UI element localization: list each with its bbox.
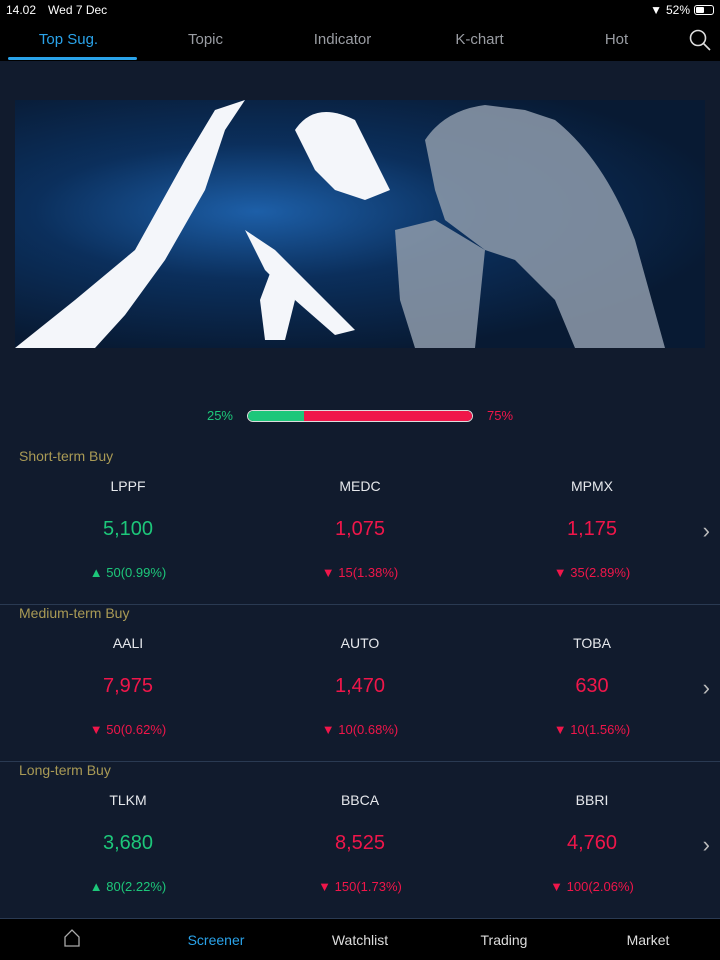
nav-home[interactable]: [0, 929, 144, 950]
bull-bear-banner: [15, 100, 705, 348]
arrow-down-icon: ▼: [553, 565, 567, 580]
arrow-down-icon: ▼: [321, 565, 335, 580]
chevron-right-icon[interactable]: ›: [702, 675, 710, 700]
ratio-bar: [247, 409, 473, 422]
stock-price: 7,975: [102, 675, 154, 697]
bull-bear-ratio: 25% 75%: [0, 408, 720, 423]
stock-symbol: MPMX: [571, 478, 613, 494]
bottom-nav: Screener Watchlist Trading Market: [0, 919, 720, 960]
status-date: Wed 7 Dec: [48, 3, 108, 17]
stock-symbol: BBRI: [575, 792, 609, 808]
search-icon[interactable]: [688, 28, 712, 52]
stock-change: 100(2.06%): [566, 879, 634, 894]
stock-card[interactable]: MPMX 1,175 ▼ 35(2.89%): [476, 478, 708, 580]
stock-card[interactable]: TOBA 630 ▼ 10(1.56%): [476, 635, 708, 737]
section-title: Long-term Buy: [19, 762, 111, 778]
arrow-down-icon: ▼: [553, 722, 567, 737]
stock-symbol: TOBA: [573, 635, 611, 651]
status-bar: 14.02 Wed 7 Dec ▼ 52%: [0, 0, 720, 20]
stock-symbol: BBCA: [340, 792, 380, 808]
stock-change: 150(1.73%): [334, 879, 402, 894]
stock-symbol: TLKM: [109, 792, 147, 808]
arrow-down-icon: ▼: [318, 879, 332, 894]
home-icon: [64, 929, 80, 947]
tab-indicator[interactable]: Indicator: [313, 31, 372, 48]
nav-market[interactable]: Market: [626, 931, 670, 948]
stock-symbol: AALI: [112, 635, 144, 651]
stock-card[interactable]: BBRI 4,760 ▼ 100(2.06%): [476, 792, 708, 894]
status-time: 14.02: [6, 3, 37, 17]
stock-card[interactable]: AUTO 1,470 ▼ 10(0.68%): [244, 635, 476, 737]
stock-price: 4,760: [566, 832, 618, 854]
stock-price: 8,525: [334, 832, 386, 854]
stock-card[interactable]: TLKM 3,680 ▲ 80(2.22%): [12, 792, 244, 894]
stock-card[interactable]: MEDC 1,075 ▼ 15(1.38%): [244, 478, 476, 580]
stock-change: 35(2.89%): [570, 565, 631, 580]
stock-card[interactable]: BBCA 8,525 ▼ 150(1.73%): [244, 792, 476, 894]
battery-percent: 52%: [665, 3, 690, 17]
tab-top-sug[interactable]: Top Sug.: [0, 20, 137, 61]
bull-illustration: [15, 100, 390, 348]
arrow-up-icon: ▲: [89, 565, 103, 580]
stock-symbol: MEDC: [339, 478, 381, 494]
nav-trading[interactable]: Trading: [480, 931, 528, 948]
tab-hot[interactable]: Hot: [604, 31, 629, 48]
stock-price: 1,470: [334, 675, 386, 697]
chevron-right-icon[interactable]: ›: [702, 518, 710, 543]
top-tabs: Top Sug. Topic Indicator K-chart Hot: [0, 20, 720, 61]
section-short-term-buy: Short-term Buy LPPF 5,100 ▲ 50(0.99%) ME…: [0, 448, 720, 605]
stock-price: 3,680: [102, 832, 154, 854]
arrow-down-icon: ▼: [89, 722, 103, 737]
stock-price: 5,100: [102, 518, 154, 540]
tab-k-chart[interactable]: K-chart: [455, 31, 504, 48]
nav-watchlist[interactable]: Watchlist: [331, 931, 389, 948]
stock-change: 15(1.38%): [338, 565, 399, 580]
bear-fill: [304, 410, 472, 421]
section-title: Medium-term Buy: [19, 605, 130, 621]
stock-symbol: AUTO: [340, 635, 380, 651]
stock-change: 50(0.62%): [106, 722, 167, 737]
bull-fill: [248, 410, 304, 421]
nav-screener[interactable]: Screener: [187, 931, 245, 948]
section-medium-term-buy: Medium-term Buy AALI 7,975 ▼ 50(0.62%) A…: [0, 605, 720, 762]
stock-symbol: LPPF: [110, 478, 146, 494]
arrow-down-icon: ▼: [321, 722, 335, 737]
battery-icon: [694, 5, 714, 15]
chevron-right-icon[interactable]: ›: [702, 832, 710, 857]
wifi-icon: ▼: [650, 3, 662, 17]
section-long-term-buy: Long-term Buy TLKM 3,680 ▲ 80(2.22%) BBC…: [0, 762, 720, 919]
tab-topic[interactable]: Topic: [187, 31, 224, 48]
stock-change: 10(1.56%): [570, 722, 631, 737]
bear-percent: 75%: [487, 408, 514, 423]
stock-change: 50(0.99%): [106, 565, 167, 580]
stock-price: 630: [575, 675, 609, 697]
stock-change: 10(0.68%): [338, 722, 399, 737]
section-title: Short-term Buy: [19, 448, 114, 464]
stock-card[interactable]: AALI 7,975 ▼ 50(0.62%): [12, 635, 244, 737]
stock-change: 80(2.22%): [106, 879, 167, 894]
arrow-down-icon: ▼: [550, 879, 564, 894]
stock-price: 1,175: [566, 518, 618, 540]
arrow-up-icon: ▲: [89, 879, 103, 894]
bear-illustration: [395, 105, 665, 348]
bull-percent: 25%: [206, 408, 233, 423]
stock-card[interactable]: LPPF 5,100 ▲ 50(0.99%): [12, 478, 244, 580]
stock-price: 1,075: [334, 518, 386, 540]
